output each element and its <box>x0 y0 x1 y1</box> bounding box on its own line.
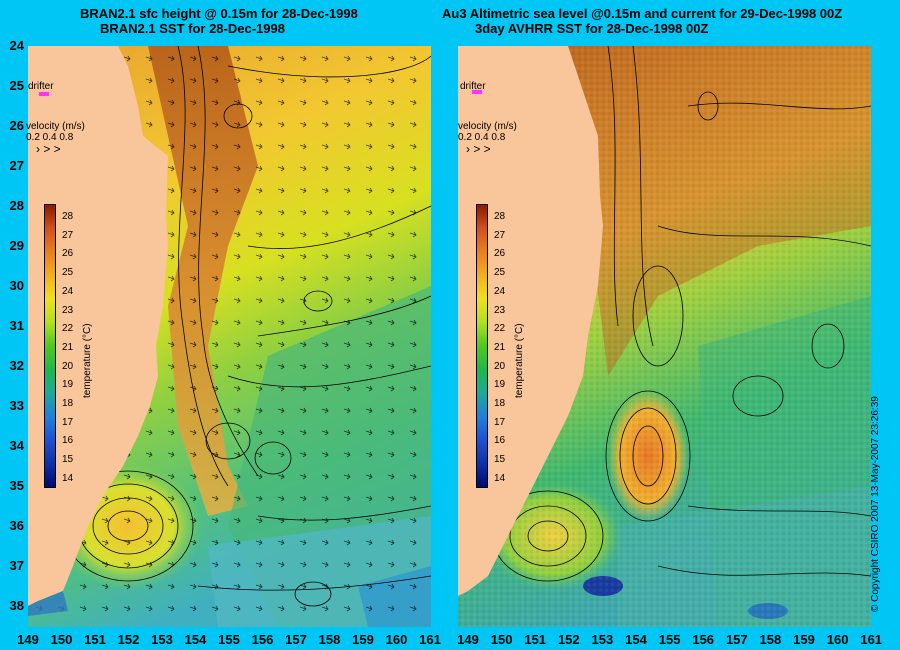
colorbar-tick-17: 17 <box>494 416 506 428</box>
left-title-line1: BRAN2.1 sfc height @ 0.15m for 28-Dec-19… <box>80 6 358 21</box>
lat-tick-31: 31 <box>9 318 24 333</box>
lat-tick-24: 24 <box>9 38 24 53</box>
colorbar-tick-20: 20 <box>62 360 74 372</box>
left-drifter-label: drifter <box>28 81 54 92</box>
lat-tick-38: 38 <box>9 598 24 613</box>
colorbar-tick-18: 18 <box>494 398 506 409</box>
colorbar-tick-23: 23 <box>494 304 506 316</box>
left-velocity-scale: 0.2 0.4 0.8 <box>26 132 74 143</box>
colorbar-tick-25: 25 <box>62 267 74 279</box>
colorbar-tick-14: 14 <box>62 472 74 484</box>
colorbar-tick-27: 27 <box>62 229 74 241</box>
colorbar-tick-25: 25 <box>494 267 506 279</box>
colorbar-tick-27: 27 <box>494 229 506 241</box>
lat-tick-34: 34 <box>9 438 24 453</box>
colorbar-tick-26: 26 <box>494 248 506 260</box>
left-lon-tick-158: 158 <box>318 632 341 647</box>
copyright-text: © Copyright CSIRO 2007 13-May-2007 23:26… <box>870 396 881 612</box>
left-lon-tick-149: 149 <box>17 632 39 647</box>
colorbar-tick-19: 19 <box>62 379 74 391</box>
right-lon-tick-157: 157 <box>725 632 748 647</box>
colorbar-tick-28: 28 <box>494 211 506 222</box>
right-land-mass <box>458 46 603 596</box>
lat-tick-35: 35 <box>9 478 24 493</box>
left-lon-tick-161: 161 <box>419 632 441 647</box>
left-map-svg <box>28 46 431 627</box>
colorbar-tick-26: 26 <box>62 248 74 260</box>
left-land-mass <box>28 46 168 606</box>
lat-tick-28: 28 <box>9 198 24 213</box>
right-colorbar <box>476 204 488 488</box>
colorbar-tick-24: 24 <box>62 285 74 297</box>
colorbar-tick-16: 16 <box>494 435 506 447</box>
right-lon-tick-152: 152 <box>557 632 580 647</box>
right-colorbar-title: temperature (°C) <box>514 323 525 398</box>
left-lon-tick-157: 157 <box>285 632 307 647</box>
colorbar-tick-19: 19 <box>494 379 506 391</box>
colorbar-tick-22: 22 <box>62 323 74 335</box>
left-lon-tick-151: 151 <box>84 632 106 647</box>
right-map-svg <box>458 46 871 627</box>
left-velocity-label: velocity (m/s) <box>26 121 85 132</box>
lat-tick-25: 25 <box>9 78 24 93</box>
lat-tick-30: 30 <box>9 278 24 293</box>
right-lon-tick-150: 150 <box>490 632 513 647</box>
left-lon-tick-156: 156 <box>251 632 274 647</box>
left-lon-tick-152: 152 <box>117 632 140 647</box>
right-lon-tick-151: 151 <box>524 632 547 647</box>
right-velocity-arrows-icon: › > > <box>466 142 491 156</box>
lat-tick-33: 33 <box>9 398 24 413</box>
colorbar-tick-20: 20 <box>494 360 506 372</box>
right-drifter-label: drifter <box>460 81 486 92</box>
colorbar-tick-21: 21 <box>494 341 506 353</box>
colorbar-tick-22: 22 <box>494 323 506 335</box>
left-map-panel: drifter velocity (m/s) 0.2 0.4 0.8 › > >… <box>26 46 431 627</box>
left-colorbar-title: temperature (°C) <box>82 323 93 398</box>
colorbar-tick-24: 24 <box>494 285 506 297</box>
lat-tick-37: 37 <box>9 558 24 573</box>
left-velocity-arrows-icon: › > > <box>36 142 61 156</box>
colorbar-tick-17: 17 <box>62 416 74 428</box>
colorbar-tick-16: 16 <box>62 435 74 447</box>
left-lon-tick-150: 150 <box>50 632 73 647</box>
right-lon-tick-158: 158 <box>759 632 782 647</box>
left-lon-tick-160: 160 <box>385 632 408 647</box>
left-lon-tick-159: 159 <box>352 632 374 647</box>
right-lon-tick-156: 156 <box>692 632 715 647</box>
colorbar-tick-18: 18 <box>62 398 74 409</box>
right-velocity-label: velocity (m/s) <box>458 121 517 132</box>
colorbar-tick-14: 14 <box>494 472 506 484</box>
lat-tick-27: 27 <box>9 158 24 173</box>
lat-tick-36: 36 <box>9 518 24 533</box>
left-drifter-marker-icon <box>39 92 49 96</box>
colorbar-tick-15: 15 <box>62 454 74 466</box>
left-title-line2: BRAN2.1 SST for 28-Dec-1998 <box>100 21 285 36</box>
lat-tick-32: 32 <box>9 358 24 373</box>
colorbar-tick-21: 21 <box>62 341 74 353</box>
right-drifter-marker-icon <box>472 90 482 94</box>
left-lon-tick-154: 154 <box>184 632 207 647</box>
right-velocity-scale: 0.2 0.4 0.8 <box>458 132 506 143</box>
right-lon-tick-153: 153 <box>591 632 614 647</box>
right-lon-tick-159: 159 <box>793 632 815 647</box>
right-lon-tick-149: 149 <box>457 632 479 647</box>
right-lon-tick-161: 161 <box>860 632 883 647</box>
left-lon-tick-153: 153 <box>151 632 173 647</box>
colorbar-tick-23: 23 <box>62 304 74 316</box>
right-lon-tick-160: 160 <box>826 632 849 647</box>
right-title-line1: Au3 Altimetric sea level @0.15m and curr… <box>442 6 843 21</box>
lat-tick-29: 29 <box>9 238 24 253</box>
colorbar-tick-15: 15 <box>494 454 506 466</box>
left-colorbar <box>44 204 56 488</box>
right-map-panel: drifter velocity (m/s) 0.2 0.4 0.8 › > >… <box>458 46 871 627</box>
lat-tick-26: 26 <box>9 118 24 133</box>
right-lon-tick-155: 155 <box>658 632 681 647</box>
left-lon-tick-155: 155 <box>218 632 240 647</box>
colorbar-tick-28: 28 <box>62 211 74 222</box>
right-lon-tick-154: 154 <box>625 632 647 647</box>
right-title-line2: 3day AVHRR SST for 28-Dec-1998 00Z <box>475 21 709 36</box>
